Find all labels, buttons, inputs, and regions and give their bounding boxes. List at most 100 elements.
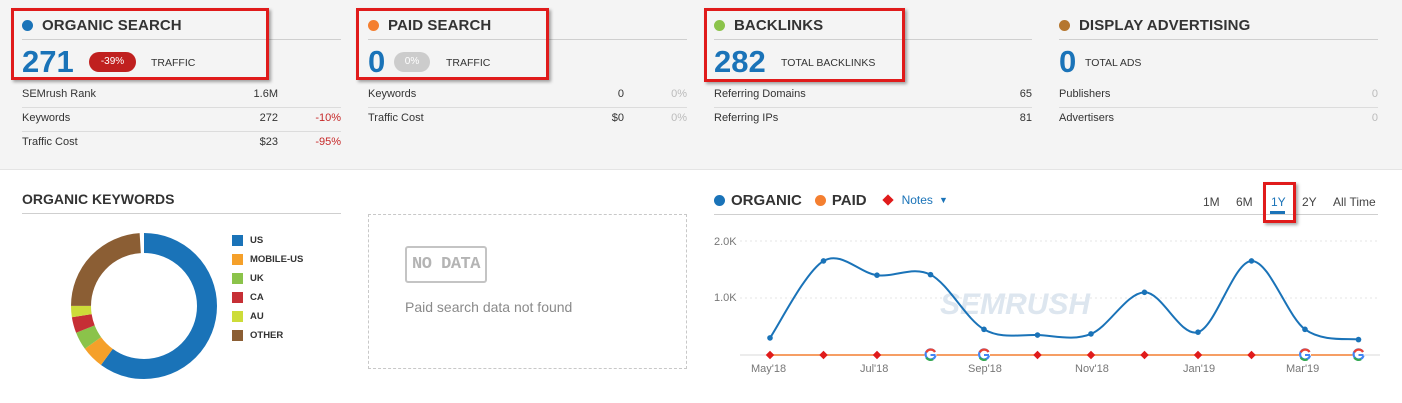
backlinks-panel: BACKLINKS 282 TOTAL BACKLINKS Referring … <box>714 0 1032 170</box>
period-1y[interactable]: 1Y <box>1271 195 1286 209</box>
divider <box>22 39 341 40</box>
organic-point[interactable] <box>1302 326 1308 333</box>
legend-item-au[interactable]: AU <box>232 307 303 326</box>
backlinks-title-text: BACKLINKS <box>734 16 824 34</box>
organic-point[interactable] <box>927 271 934 278</box>
organic-search-panel: ORGANIC SEARCH 271 -39% TRAFFIC SEMrush … <box>22 0 341 170</box>
row-value[interactable]: 1.6M <box>253 88 278 100</box>
google-update-icon[interactable] <box>1299 348 1312 362</box>
legend-label: OTHER <box>250 330 284 341</box>
chevron-down-icon: ▼ <box>938 195 948 205</box>
row-label: SEMrush Rank <box>22 88 96 100</box>
divider <box>22 213 341 214</box>
summary-bar: ORGANIC SEARCH 271 -39% TRAFFIC SEMrush … <box>0 0 1402 170</box>
google-update-icon[interactable] <box>978 348 991 362</box>
row-value[interactable]: 65 <box>1019 88 1032 100</box>
organic-keywords-title: ORGANIC KEYWORDS <box>22 191 175 207</box>
backlinks-title[interactable]: BACKLINKS <box>714 16 823 34</box>
highlight-box-paid <box>356 8 549 80</box>
row-value[interactable]: 81 <box>1019 112 1032 124</box>
highlight-box-organic <box>11 8 269 80</box>
row-value[interactable]: 0 <box>617 88 624 100</box>
legend-swatch-other <box>232 330 243 341</box>
organic-point[interactable] <box>1141 289 1148 296</box>
legend-paid[interactable]: PAID <box>814 192 867 209</box>
organic-search-title[interactable]: ORGANIC SEARCH <box>22 16 182 34</box>
notes-dropdown[interactable]: Notes ▼ <box>881 193 948 207</box>
row-change: 0% <box>671 112 687 124</box>
organic-row-traffic-cost: Traffic Cost $23 -95% <box>22 132 341 156</box>
backlinks-row-ips: Referring IPs 81 <box>714 108 1032 132</box>
highlight-box-backlinks <box>704 8 905 82</box>
paid-search-title[interactable]: PAID SEARCH <box>368 16 491 34</box>
x-tick-sep18: Sep'18 <box>968 363 1002 375</box>
no-data-message: Paid search data not found <box>405 299 573 315</box>
google-update-icon[interactable] <box>1352 348 1365 362</box>
organic-point[interactable] <box>1355 336 1362 343</box>
paid-traffic-label: TRAFFIC <box>446 57 491 69</box>
row-value[interactable]: $0 <box>611 112 624 124</box>
google-update-icon[interactable] <box>924 348 937 362</box>
organic-series-line[interactable] <box>769 257 1359 341</box>
legend-swatch-mobile-us <box>232 254 243 265</box>
organic-point[interactable] <box>1088 331 1094 337</box>
y-tick-1k: 1.0K <box>714 292 737 304</box>
donut-slice-au[interactable] <box>71 233 217 379</box>
legend-label: MOBILE-US <box>250 254 304 265</box>
legend-item-us[interactable]: US <box>232 231 303 250</box>
paid-title-text: PAID SEARCH <box>388 16 492 34</box>
organic-point[interactable] <box>1034 332 1041 338</box>
x-tick-jan19: Jan'19 <box>1183 363 1216 375</box>
x-tick-nov18: Nov'18 <box>1075 363 1109 375</box>
row-value: 0 <box>1371 112 1378 124</box>
paid-row-keywords: Keywords 0 0% <box>368 84 687 108</box>
paid-traffic-value[interactable]: 0 <box>368 44 386 79</box>
organic-traffic-chart: SEMRUSH <box>740 240 1380 362</box>
period-6m[interactable]: 6M <box>1236 195 1253 209</box>
organic-keywords-donut <box>71 233 217 379</box>
row-label: Traffic Cost <box>22 136 78 148</box>
organic-point[interactable] <box>874 272 880 278</box>
note-diamond-icon[interactable] <box>1193 350 1203 360</box>
semrush-watermark: SEMRUSH <box>940 288 1091 321</box>
backlinks-value[interactable]: 282 <box>714 44 766 79</box>
x-tick-jul18: Jul'18 <box>860 363 889 375</box>
paid-dot-icon <box>368 19 379 31</box>
donut-slice-us[interactable] <box>71 233 217 379</box>
display-advertising-title[interactable]: DISPLAY ADVERTISING <box>1059 16 1250 34</box>
note-diamond-icon[interactable] <box>1247 350 1256 360</box>
organic-point[interactable] <box>1195 329 1201 335</box>
legend-organic-label: ORGANIC <box>731 191 802 209</box>
legend-item-mobile-us[interactable]: MOBILE-US <box>232 250 303 269</box>
y-tick-2k: 2.0K <box>714 236 737 248</box>
organic-traffic-label: TRAFFIC <box>151 57 196 69</box>
row-value[interactable]: 272 <box>259 112 278 124</box>
period-2y[interactable]: 2Y <box>1302 195 1317 209</box>
legend-item-other[interactable]: OTHER <box>232 326 303 345</box>
organic-row-keywords: Keywords 272 -10% <box>22 108 341 132</box>
note-diamond-icon[interactable] <box>1086 350 1096 360</box>
legend-item-uk[interactable]: UK <box>232 269 303 288</box>
note-diamond-icon[interactable] <box>1140 350 1149 360</box>
note-diamond-icon[interactable] <box>872 350 882 360</box>
organic-point[interactable] <box>820 258 827 264</box>
display-row-publishers: Publishers 0 <box>1059 84 1378 108</box>
organic-dot-icon <box>714 194 725 206</box>
row-change: -10% <box>315 112 341 124</box>
display-row-advertisers: Advertisers 0 <box>1059 108 1378 132</box>
note-diamond-icon[interactable] <box>765 350 775 360</box>
row-value[interactable]: $23 <box>259 136 278 148</box>
organic-traffic-value[interactable]: 271 <box>22 44 74 79</box>
display-ads-value[interactable]: 0 <box>1059 44 1077 79</box>
organic-point[interactable] <box>767 335 773 341</box>
organic-point[interactable] <box>1248 258 1255 264</box>
period-1m[interactable]: 1M <box>1203 195 1220 209</box>
period-all-time[interactable]: All Time <box>1333 195 1376 209</box>
row-label: Advertisers <box>1059 112 1115 124</box>
note-diamond-icon[interactable] <box>1033 350 1042 360</box>
organic-point[interactable] <box>981 326 987 333</box>
row-label: Keywords <box>368 88 417 100</box>
note-diamond-icon[interactable] <box>819 350 828 360</box>
legend-item-ca[interactable]: CA <box>232 288 303 307</box>
legend-organic[interactable]: ORGANIC <box>714 192 802 209</box>
